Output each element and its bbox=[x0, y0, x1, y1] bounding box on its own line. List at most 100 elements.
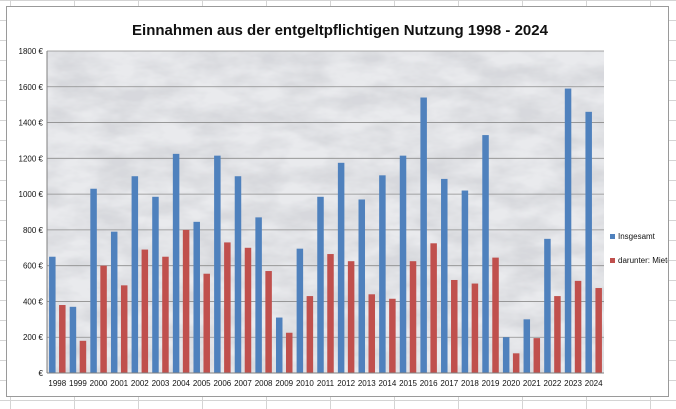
bar-insgesamt-2012 bbox=[337, 162, 345, 373]
bar-insgesamt-2013 bbox=[358, 199, 366, 373]
x-tick-label: 2016 bbox=[420, 379, 438, 388]
bar-miete-2015 bbox=[409, 261, 417, 373]
gridlines bbox=[47, 50, 604, 338]
y-tick-label: 600 € bbox=[23, 262, 44, 271]
bar-miete-2005 bbox=[203, 273, 210, 373]
legend-label: darunter: Miete bbox=[618, 256, 668, 265]
bar-insgesamt-2005 bbox=[193, 221, 200, 373]
bar-insgesamt-2001 bbox=[110, 231, 118, 373]
bar-miete-2014 bbox=[389, 298, 396, 373]
y-tick-label: 200 € bbox=[23, 333, 44, 342]
bar-insgesamt-2022 bbox=[544, 238, 551, 373]
bar-miete-2007 bbox=[244, 247, 252, 373]
bar-miete-2002 bbox=[141, 249, 149, 373]
bar-miete-2016 bbox=[430, 243, 437, 373]
bar-insgesamt-2004 bbox=[172, 153, 180, 373]
x-tick-label: 2024 bbox=[585, 379, 603, 388]
bar-insgesamt-2006 bbox=[214, 155, 221, 373]
x-tick-label: 2009 bbox=[275, 379, 293, 388]
x-tick-label: 2011 bbox=[317, 379, 335, 388]
legend: Insgesamt darunter: Miete bbox=[610, 232, 668, 265]
x-tick-label: 2012 bbox=[337, 379, 355, 388]
y-tick-label: 1200 € bbox=[19, 154, 44, 163]
x-tick-label: 2018 bbox=[461, 379, 479, 388]
bar-insgesamt-2010 bbox=[296, 248, 304, 373]
bar-insgesamt-2000 bbox=[90, 188, 97, 373]
bar-insgesamt-2024 bbox=[585, 111, 592, 374]
bar-insgesamt-2014 bbox=[379, 175, 386, 373]
bar-miete-2019 bbox=[492, 257, 499, 373]
x-tick-label: 2005 bbox=[193, 379, 211, 388]
x-axis-ticks: 1998 1999 2000 2001 2002 2003 2004 2005 2006 2007… bbox=[48, 379, 603, 388]
y-tick-label: 800 € bbox=[23, 226, 44, 235]
y-tick-label: 1000 € bbox=[19, 190, 44, 199]
x-tick-label: 2003 bbox=[152, 379, 170, 388]
bar-miete-2008 bbox=[265, 271, 272, 373]
x-tick-label: 2007 bbox=[234, 379, 252, 388]
bar-insgesamt-2008 bbox=[255, 217, 262, 373]
y-axis-ticks: €200 € 400 € 600 € 800 € 1000 € 1200 € 1400 € 1… bbox=[19, 47, 44, 378]
bar-miete-2023 bbox=[574, 280, 582, 373]
bar-miete-2012 bbox=[347, 261, 355, 373]
x-tick-label: 2020 bbox=[502, 379, 520, 388]
x-tick-label: 2023 bbox=[564, 379, 582, 388]
x-tick-label: 2022 bbox=[544, 379, 562, 388]
x-tick-label: 2019 bbox=[482, 379, 500, 388]
bar-miete-2009 bbox=[285, 332, 293, 373]
x-tick-label: 2000 bbox=[90, 379, 108, 388]
bar-miete-2011 bbox=[327, 254, 334, 373]
bar-insgesamt-2002 bbox=[131, 176, 139, 373]
bar-insgesamt-2011 bbox=[317, 196, 324, 373]
bar-miete-2006 bbox=[224, 242, 231, 373]
y-tick-label: 400 € bbox=[23, 297, 44, 306]
x-tick-label: 2017 bbox=[440, 379, 458, 388]
bar-insgesamt-2003 bbox=[152, 196, 159, 373]
y-tick-label: 1400 € bbox=[19, 119, 44, 128]
bar-miete-2020 bbox=[512, 353, 520, 373]
chart-object[interactable]: Einnahmen aus der entgeltpflichtigen Nut… bbox=[6, 6, 669, 397]
bar-insgesamt-2020 bbox=[502, 337, 510, 373]
bar-insgesamt-2019 bbox=[482, 135, 489, 373]
chart-title: Einnahmen aus der entgeltpflichtigen Nut… bbox=[132, 22, 549, 39]
bar-miete-2024 bbox=[595, 288, 602, 373]
bar-insgesamt-2018 bbox=[461, 190, 469, 373]
bar-series bbox=[49, 88, 602, 374]
bar-miete-2004 bbox=[182, 229, 190, 373]
bar-miete-2022 bbox=[554, 296, 561, 373]
bar-miete-2010 bbox=[306, 296, 314, 373]
x-tick-label: 2006 bbox=[213, 379, 231, 388]
x-tick-label: 2004 bbox=[172, 379, 190, 388]
x-tick-label: 2008 bbox=[255, 379, 273, 388]
bar-miete-1999 bbox=[79, 340, 87, 373]
x-tick-label: 1998 bbox=[48, 379, 66, 388]
bar-miete-2018 bbox=[471, 283, 479, 373]
bar-insgesamt-1998 bbox=[49, 256, 56, 373]
bar-miete-2021 bbox=[533, 338, 541, 373]
y-tick-label: 1800 € bbox=[19, 47, 44, 56]
bar-insgesamt-1999 bbox=[69, 306, 77, 373]
bar-miete-2013 bbox=[368, 294, 376, 373]
y-tick-label: 1600 € bbox=[19, 83, 44, 92]
bar-insgesamt-2017 bbox=[441, 178, 448, 373]
bar-miete-2000 bbox=[100, 265, 107, 373]
x-tick-label: 2014 bbox=[378, 379, 396, 388]
bar-miete-2017 bbox=[451, 279, 458, 373]
legend-swatch bbox=[610, 234, 615, 239]
bar-insgesamt-2015 bbox=[399, 155, 407, 373]
bar-insgesamt-2016 bbox=[420, 97, 427, 373]
chart-canvas: Einnahmen aus der entgeltpflichtigen Nut… bbox=[19, 22, 668, 388]
x-tick-label: 2002 bbox=[131, 379, 149, 388]
x-tick-label: 2001 bbox=[110, 379, 128, 388]
plot-area-background bbox=[47, 51, 604, 373]
bar-miete-2003 bbox=[162, 256, 169, 373]
legend-label: Insgesamt bbox=[618, 232, 656, 241]
x-tick-label: 2010 bbox=[296, 379, 314, 388]
y-tick-label: € bbox=[39, 369, 44, 378]
bar-insgesamt-2009 bbox=[275, 317, 283, 373]
bar-miete-1998 bbox=[59, 305, 66, 373]
legend-swatch bbox=[610, 258, 615, 263]
bar-insgesamt-2023 bbox=[564, 88, 572, 374]
x-tick-label: 2021 bbox=[523, 379, 541, 388]
x-tick-label: 1999 bbox=[69, 379, 87, 388]
x-tick-label: 2013 bbox=[358, 379, 376, 388]
